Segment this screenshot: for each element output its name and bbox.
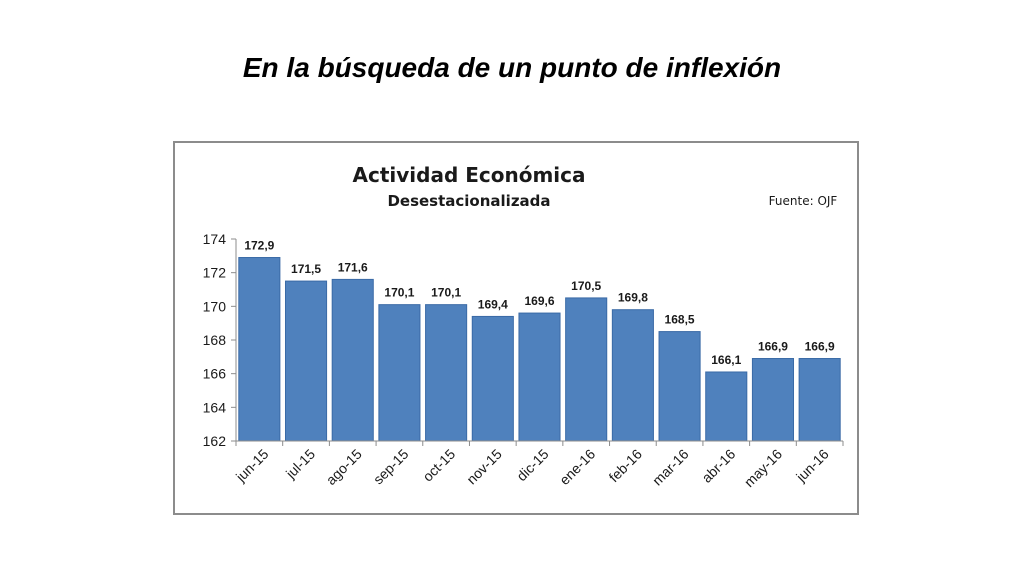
x-tick-label: feb-16 [606, 446, 646, 486]
y-axis: 162 164 166 168 170 172 174 [203, 231, 237, 449]
x-tick-label: abr-16 [698, 446, 738, 486]
data-label: 172,9 [244, 239, 274, 253]
slide-title: En la búsqueda de un punto de inflexión [242, 52, 782, 83]
x-tick-label: dic-15 [513, 446, 551, 484]
y-tick-label: 168 [203, 332, 227, 348]
x-tick-label: nov-15 [463, 446, 505, 488]
bar-series: 172,9 171,5 171,6 170,1 170,1 169,4 169,6 170,5… [238, 239, 841, 442]
data-label: 171,6 [338, 260, 368, 274]
x-tick-label: jun-16 [792, 446, 832, 486]
data-label: 170,1 [384, 286, 414, 300]
y-tick-label: 174 [203, 231, 227, 247]
x-axis: jun-15 jul-15 ago-15 sep-15 oct-15 nov-15 dic-… [232, 440, 844, 490]
x-tick-label: oct-15 [419, 446, 458, 485]
x-tick-label: ene-16 [556, 446, 598, 488]
bar [425, 304, 468, 442]
data-label: 169,4 [478, 297, 508, 311]
data-label: 170,1 [431, 286, 461, 300]
x-tick-label: jun-15 [232, 446, 272, 486]
x-tick-label: may-16 [741, 446, 785, 490]
y-tick-label: 164 [203, 399, 227, 415]
y-tick-label: 166 [203, 366, 227, 382]
chart-source: Fuente: OJF [769, 194, 838, 208]
bar [284, 280, 328, 442]
chart-subtitle: Desestacionalizada [387, 192, 550, 210]
bar [565, 297, 608, 442]
data-label: 168,5 [665, 313, 695, 327]
bar [798, 358, 841, 442]
data-label: 169,6 [524, 294, 554, 308]
x-tick-label: ago-15 [323, 446, 365, 488]
bar [611, 309, 654, 442]
actividad-economica-chart: Actividad Económica Desestacionalizada F… [203, 163, 844, 490]
data-label: 166,9 [758, 340, 788, 354]
bar [751, 358, 795, 442]
bar [471, 315, 514, 442]
y-tick-label: 170 [203, 298, 227, 314]
y-tick-label: 162 [203, 433, 227, 449]
bar [658, 331, 701, 442]
data-label: 171,5 [291, 262, 321, 276]
x-tick-label: sep-15 [370, 446, 412, 488]
y-tick-label: 172 [203, 265, 227, 281]
data-label: 169,8 [618, 291, 648, 305]
bar [518, 312, 561, 442]
data-label: 166,1 [711, 353, 741, 367]
bar [378, 304, 421, 442]
data-label: 166,9 [805, 340, 835, 354]
chart-title: Actividad Económica [352, 163, 585, 187]
x-tick-label: mar-16 [649, 446, 692, 489]
bar [331, 278, 374, 442]
bar [705, 371, 748, 442]
chart-frame: Actividad Económica Desestacionalizada F… [173, 141, 859, 515]
x-tick-label: jul-15 [282, 446, 318, 482]
bar [238, 257, 281, 442]
data-label: 170,5 [571, 279, 601, 293]
